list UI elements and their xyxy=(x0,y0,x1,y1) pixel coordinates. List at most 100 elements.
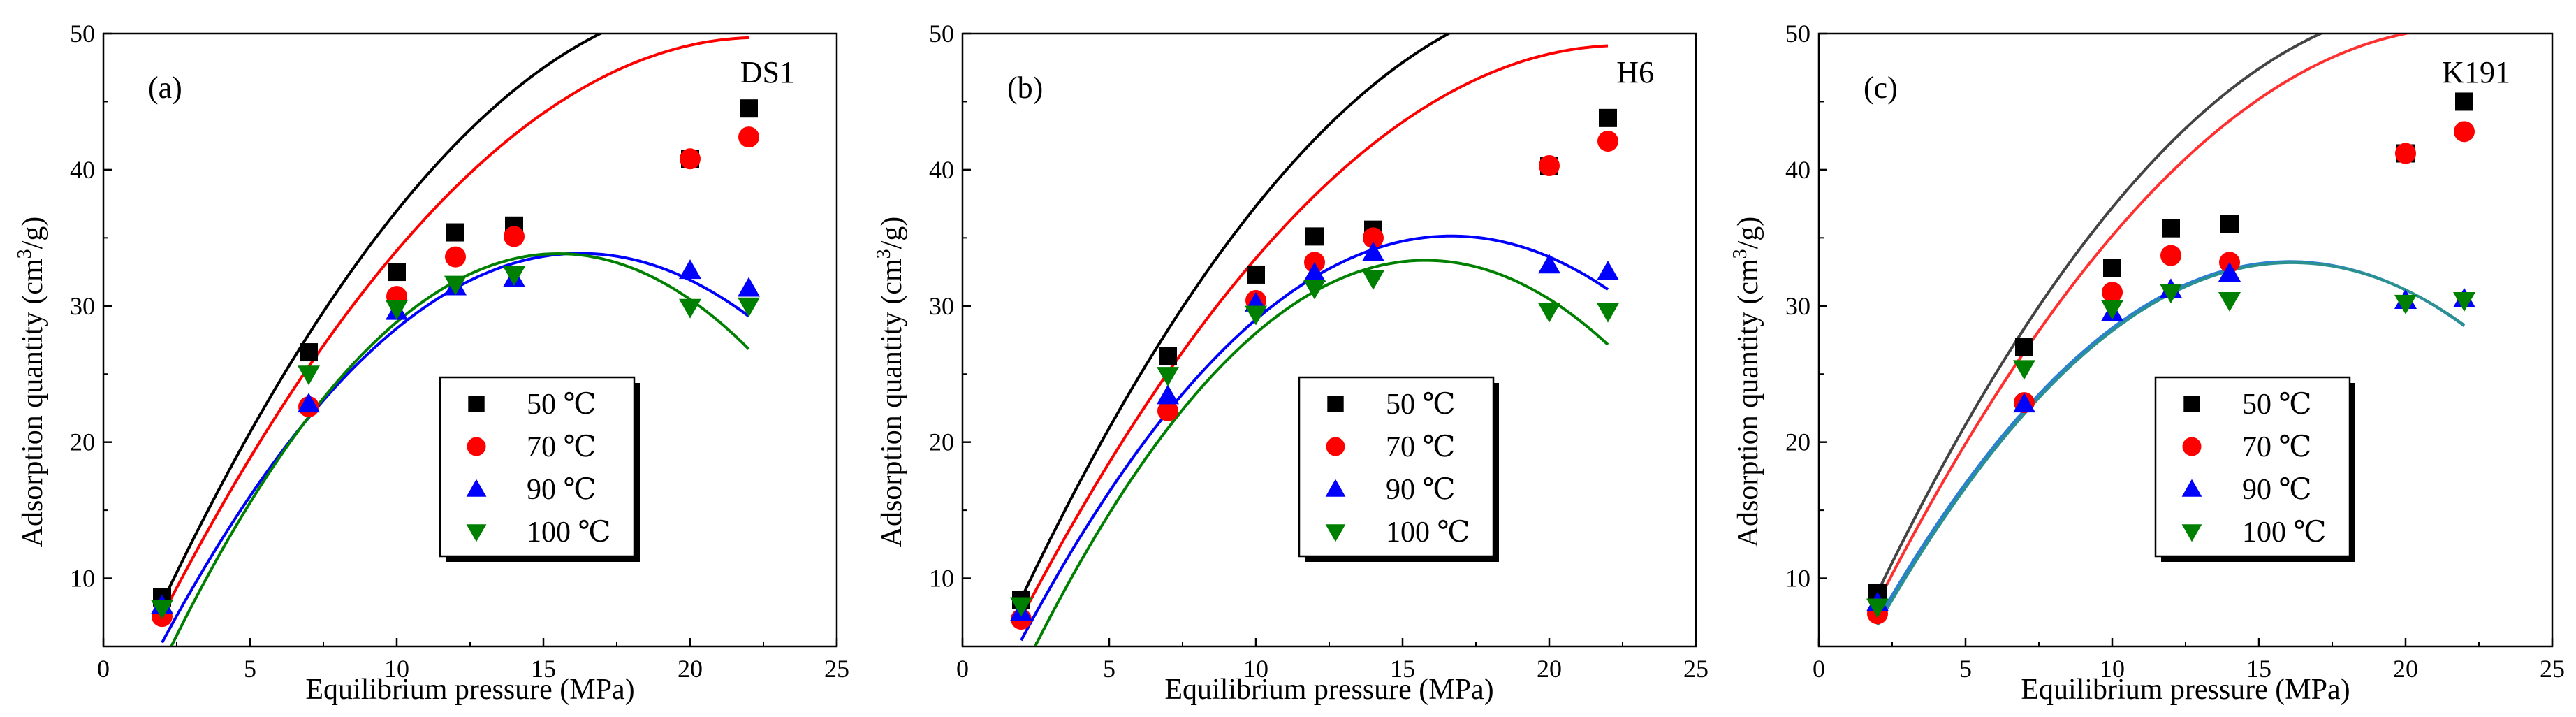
legend-marker xyxy=(2182,437,2202,456)
legend-label: 50 ℃ xyxy=(2242,389,2311,421)
x-tick-label: 10 xyxy=(1243,655,1268,683)
y-tick-label: 40 xyxy=(70,156,95,184)
y-tick-label: 30 xyxy=(70,292,95,320)
data-point xyxy=(1245,305,1267,326)
legend-label: 100 ℃ xyxy=(2242,516,2326,549)
y-tick-label: 20 xyxy=(70,428,95,456)
data-point xyxy=(504,226,525,247)
data-point xyxy=(2455,92,2473,111)
data-point xyxy=(388,263,406,282)
chart-panel-3: 0 5 10 15 20 25 10 20 30 40 50 Equilibrium pressure… xyxy=(1729,20,2565,706)
y-tick-label: 40 xyxy=(1785,156,1810,184)
data-point xyxy=(1599,108,1617,127)
x-tick-label: 0 xyxy=(956,655,969,683)
chart-panel-2: 0 5 10 15 20 25 10 20 30 40 50 Equilibrium pressure… xyxy=(873,20,1708,706)
y-tick-label: 30 xyxy=(1785,292,1810,320)
legend-marker xyxy=(466,479,487,497)
data-point xyxy=(1362,270,1384,290)
legend-label: 70 ℃ xyxy=(1386,431,1455,463)
y-axis-title: Adsorption quantity (cm3/g) xyxy=(873,217,908,548)
data-point xyxy=(738,277,760,297)
data-point xyxy=(1538,303,1560,323)
legend-marker xyxy=(2181,524,2202,542)
data-point xyxy=(2162,219,2180,238)
data-point xyxy=(1010,597,1032,617)
data-point xyxy=(1363,227,1384,249)
y-tick-label: 30 xyxy=(929,292,954,320)
x-axis-title: Equilibrium pressure (MPa) xyxy=(2021,674,2350,706)
legend-marker xyxy=(2181,479,2202,497)
x-tick-label: 20 xyxy=(678,655,703,683)
data-point xyxy=(2160,284,2182,304)
panel-label: (c) xyxy=(1864,71,1898,105)
fit-curve xyxy=(161,36,749,617)
data-point xyxy=(1597,261,1619,281)
fit-curve xyxy=(1876,34,2325,593)
legend-label: 100 ℃ xyxy=(1386,516,1470,549)
y-tick-label: 40 xyxy=(929,156,954,184)
legend-label: 50 ℃ xyxy=(527,389,596,421)
x-tick-label: 10 xyxy=(2100,655,2125,683)
sample-label: DS1 xyxy=(740,55,795,89)
data-point xyxy=(2103,259,2121,277)
legend-label: 50 ℃ xyxy=(1386,389,1455,421)
data-point xyxy=(679,259,701,280)
panel-label: (b) xyxy=(1007,71,1043,105)
data-point xyxy=(1157,384,1179,405)
legend-marker xyxy=(1325,524,1346,542)
data-point xyxy=(1597,303,1619,323)
legend-marker xyxy=(1327,396,1344,412)
data-point xyxy=(1305,227,1324,246)
data-point xyxy=(2218,291,2241,312)
sample-label: H6 xyxy=(1616,55,1654,89)
legend-marker xyxy=(468,396,485,412)
data-point xyxy=(2395,143,2416,164)
legend-label: 70 ℃ xyxy=(2242,431,2311,463)
x-tick-label: 5 xyxy=(244,655,256,683)
legend-marker xyxy=(466,524,487,542)
legend-label: 90 ℃ xyxy=(1386,474,1455,506)
x-tick-label: 15 xyxy=(531,655,556,683)
data-point xyxy=(151,600,173,620)
y-axis-title: Adsorption quantity (cm3/g) xyxy=(1729,217,1764,548)
chart-panel-1: 0 5 10 15 20 25 10 20 30 40 50 Equilibrium pressure… xyxy=(14,20,849,706)
legend-label: 100 ℃ xyxy=(527,516,610,549)
data-point xyxy=(445,246,466,268)
data-point xyxy=(386,300,408,320)
panel-label: (a) xyxy=(148,71,182,105)
data-point xyxy=(2160,245,2181,266)
data-point xyxy=(2102,282,2123,303)
fit-curve xyxy=(1020,44,1609,619)
x-tick-label: 5 xyxy=(1103,655,1115,683)
data-point xyxy=(1303,262,1326,282)
fit-curve xyxy=(161,34,603,604)
y-tick-label: 50 xyxy=(929,20,954,48)
data-point xyxy=(2013,393,2035,413)
x-tick-label: 5 xyxy=(1959,655,1972,683)
legend-label: 90 ℃ xyxy=(527,474,596,506)
sample-label: K191 xyxy=(2442,55,2510,89)
data-point xyxy=(740,99,758,118)
data-point xyxy=(1159,347,1177,365)
y-tick-label: 10 xyxy=(70,565,95,593)
data-point xyxy=(1303,280,1326,300)
data-point xyxy=(1597,130,1618,152)
data-point xyxy=(1247,265,1265,284)
x-tick-label: 0 xyxy=(97,655,110,683)
data-point xyxy=(2218,262,2241,282)
legend-marker xyxy=(1325,479,1346,497)
legend-label: 70 ℃ xyxy=(527,431,596,463)
x-tick-label: 25 xyxy=(1683,655,1708,683)
y-axis-title: Adsorption quantity (cm3/g) xyxy=(14,217,49,548)
x-tick-label: 20 xyxy=(2393,655,2418,683)
data-point xyxy=(2220,215,2239,233)
x-tick-label: 15 xyxy=(2246,655,2271,683)
fit-curve xyxy=(1020,34,1452,600)
data-point xyxy=(680,148,701,170)
y-tick-label: 10 xyxy=(929,565,954,593)
y-tick-label: 20 xyxy=(1785,428,1810,456)
x-tick-label: 25 xyxy=(2540,655,2565,683)
data-point xyxy=(444,275,467,296)
data-point xyxy=(738,126,759,148)
